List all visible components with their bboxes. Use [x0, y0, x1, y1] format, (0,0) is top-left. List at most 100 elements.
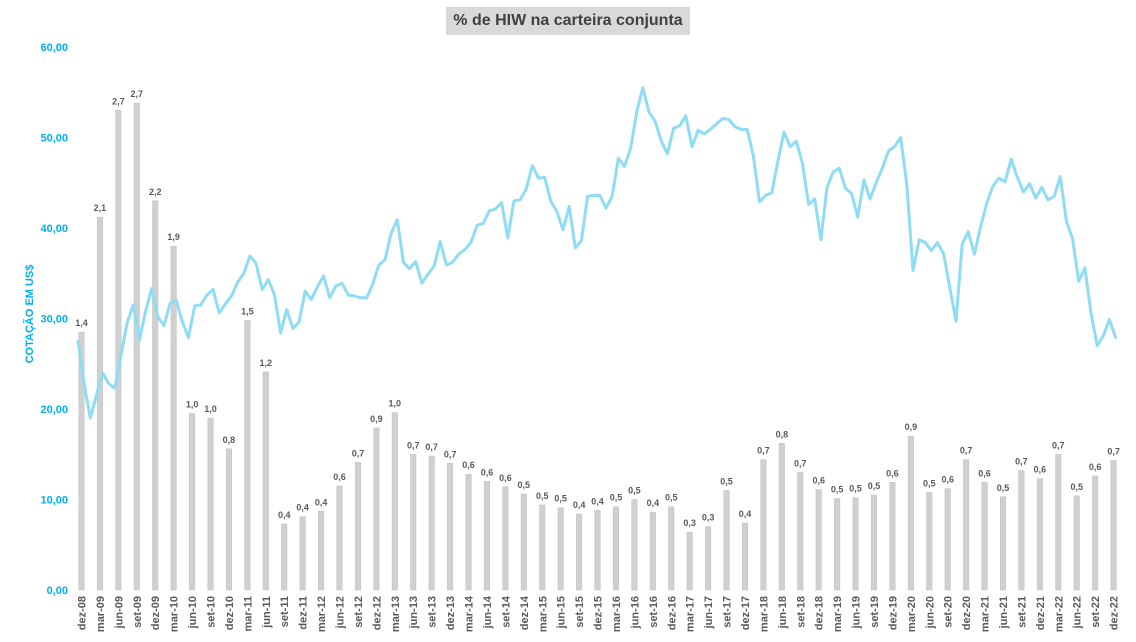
bar-data-label: 0,6	[499, 473, 512, 483]
bar-data-label: 0,7	[352, 448, 365, 458]
bar-data-label: 0,5	[610, 493, 623, 503]
x-tick-label: mar-19	[832, 596, 844, 632]
bar-data-label: 0,5	[628, 486, 641, 496]
bar-data-label: 0,7	[757, 446, 770, 456]
y-tick-label: 50,00	[40, 133, 68, 145]
bar-data-label: 0,5	[554, 494, 567, 504]
x-tick-label: set-18	[795, 596, 807, 628]
bar-data-label: 0,6	[333, 472, 346, 482]
x-tick-label: set-15	[574, 596, 586, 628]
bar-data-label: 0,5	[536, 491, 549, 501]
x-tick-label: jun-16	[629, 596, 641, 629]
bar-data-label: 0,7	[1015, 457, 1028, 467]
bar-data-label: 1,9	[167, 232, 180, 242]
bar-data-label: 0,5	[868, 481, 881, 491]
bar	[225, 448, 232, 591]
x-tick-label: set-09	[132, 596, 144, 628]
bar	[815, 489, 822, 591]
bar-data-label: 0,4	[315, 497, 328, 507]
bar	[502, 486, 509, 591]
x-tick-label: dez-16	[666, 596, 678, 630]
bar	[391, 412, 398, 591]
price-line	[76, 86, 1118, 420]
bar	[1110, 460, 1117, 591]
bar	[539, 504, 546, 591]
bar-data-label: 0,8	[776, 429, 789, 439]
bar	[870, 494, 877, 591]
bar-data-label: 0,3	[702, 513, 715, 523]
bar	[889, 482, 896, 591]
x-tick-label: jun-13	[408, 596, 420, 629]
bar	[262, 371, 269, 591]
bar-data-label: 0,4	[739, 509, 752, 519]
x-tick-label: dez-10	[224, 596, 236, 630]
bar-data-label: 0,5	[849, 484, 862, 494]
bar	[336, 485, 343, 591]
x-tick-label: mar-18	[758, 596, 770, 632]
bar	[133, 102, 140, 591]
bar-data-label: 0,5	[665, 493, 678, 503]
bar	[631, 499, 638, 591]
bar	[944, 488, 951, 591]
x-tick-label: dez-08	[77, 596, 89, 630]
x-tick-label: jun-11	[261, 596, 273, 629]
x-tick-label: set-14	[500, 595, 512, 628]
bar-data-label: 1,2	[260, 358, 273, 368]
bar	[576, 513, 583, 591]
bar-data-label: 0,3	[683, 518, 696, 528]
x-tick-label: mar-11	[242, 596, 254, 631]
x-tick-label: dez-09	[150, 596, 162, 630]
x-tick-label: mar-15	[537, 596, 549, 632]
x-tick-label: mar-17	[685, 596, 697, 632]
bar	[1073, 495, 1080, 591]
bar	[797, 472, 804, 591]
bar-data-label: 0,9	[370, 414, 383, 424]
bar	[778, 443, 785, 591]
bar	[741, 522, 748, 591]
bar	[1055, 454, 1062, 591]
x-tick-label: dez-13	[445, 596, 457, 630]
bar-data-label: 0,5	[518, 480, 531, 490]
bar	[354, 462, 361, 591]
bar-data-label: 0,6	[1089, 462, 1102, 472]
x-tick-label: mar-12	[316, 596, 328, 632]
bar-data-labels: 1,4 2,1 2,7 2,7 2,2 1,9 1,0 1,0 0,8 1,5 1,2 0,4 0,4 0…	[75, 89, 1120, 528]
y-tick-label: 20,00	[40, 404, 68, 416]
bar-data-label: 0,7	[444, 449, 457, 459]
x-tick-label: set-17	[722, 596, 734, 628]
bar	[447, 463, 454, 591]
x-tick-label: set-11	[279, 596, 291, 627]
x-tick-label: set-10	[206, 596, 218, 628]
x-tick-label: mar-21	[980, 596, 992, 632]
bar-data-label: 0,5	[923, 478, 936, 488]
x-tick-label: mar-10	[169, 596, 181, 632]
x-tick-label: jun-12	[335, 596, 347, 629]
bar-series	[78, 102, 1117, 591]
bar-data-label: 0,5	[1070, 482, 1083, 492]
bar-data-label: 0,6	[978, 468, 991, 478]
bar-data-label: 0,4	[591, 496, 604, 506]
bar-data-label: 0,4	[278, 510, 291, 520]
bar	[299, 516, 306, 591]
bar-data-label: 0,6	[941, 475, 954, 485]
y-tick-label: 30,00	[40, 314, 68, 326]
bar	[1036, 478, 1043, 591]
x-tick-label: set-20	[943, 596, 955, 628]
bar-data-label: 1,0	[389, 399, 402, 409]
x-tick-label: mar-13	[390, 596, 402, 632]
bar	[852, 497, 859, 591]
bar-data-label: 0,7	[425, 442, 438, 452]
x-tick-label: set-22	[1090, 596, 1102, 628]
x-tick-label: jun-19	[851, 596, 863, 629]
x-axis-ticks: dez-08 mar-09 jun-09 set-09 dez-09 mar-10 jun-…	[77, 595, 1121, 632]
bar	[834, 498, 841, 591]
x-tick-label: dez-15	[593, 596, 605, 630]
bar	[373, 427, 380, 591]
bar-data-label: 0,7	[960, 446, 973, 456]
bar	[96, 216, 103, 591]
bar	[723, 490, 730, 591]
bar	[318, 511, 325, 591]
x-tick-label: dez-20	[961, 596, 973, 630]
x-tick-label: mar-22	[1053, 596, 1065, 632]
bar-data-label: 1,4	[75, 318, 88, 328]
